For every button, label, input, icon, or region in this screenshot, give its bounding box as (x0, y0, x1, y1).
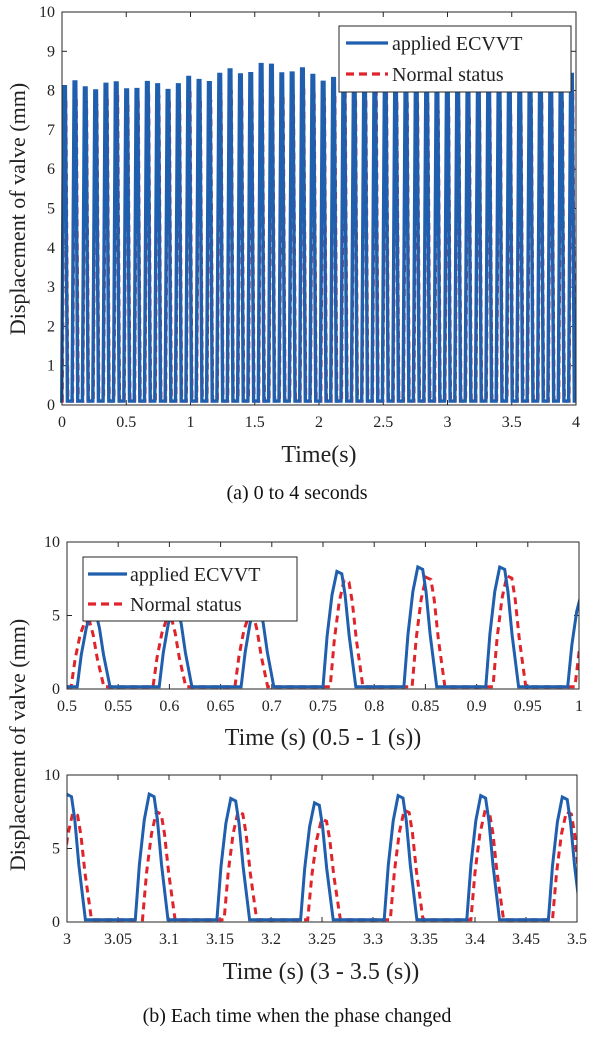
chart-a-ytick-label: 2 (47, 318, 55, 335)
chart-b1-ytick-label: 5 (52, 608, 60, 625)
chart-b1-xtick-label: 0.9 (467, 698, 487, 715)
chart-b1-frame (66, 541, 580, 690)
chart-a-ytick-label: 3 (47, 279, 55, 296)
chart-b2-ytick-label: 0 (52, 914, 60, 931)
chart-a-xtick-label: 3 (444, 414, 452, 431)
shared-ylabel: Displacement of valve (mm) (5, 619, 30, 871)
chart-a-xtick-label: 1.5 (245, 414, 265, 431)
chart-a-xtick-label: 4 (572, 414, 580, 431)
chart-b1-xtick-label: 0.5 (57, 698, 77, 715)
chart-b1-xtick-label: 0.75 (309, 698, 337, 715)
chart-b2-ytick-label: 10 (44, 767, 60, 784)
chart-b1-xtick-label: 0.85 (411, 698, 439, 715)
chart-b1-xtick-label: 0.95 (514, 698, 542, 715)
chart-a-ytick-label: 7 (47, 122, 55, 139)
chart-b1-series (67, 564, 579, 689)
chart-a-legend-label-ecvvt: applied ECVVT (392, 33, 523, 55)
chart-a-xtick-label: 0 (58, 414, 66, 431)
chart-a-xtick-label: 2 (315, 414, 323, 431)
chart-a-xtick-label: 3.5 (502, 414, 522, 431)
chart-b1-xtick-label: 0.8 (364, 698, 384, 715)
chart-a: 0 0.5 1 1.5 2 2.5 3 3.5 4 0 1 2 3 4 5 6 7 8 9 10 applied EC… (5, 4, 580, 468)
chart-b1: 0.5 0.55 0.6 0.65 0.7 0.75 0.8 0.85 0.9 0.95 10510… (44, 534, 583, 751)
chart-a-series (59, 62, 577, 403)
chart-a-ytick-label: 9 (47, 43, 55, 60)
chart-a-ytick-label: 5 (47, 201, 55, 218)
chart-b1-xtick-label: 0.65 (207, 698, 235, 715)
chart-b1-legend-label-normal: Normal status (130, 594, 242, 616)
chart-b1-legend-box (82, 556, 298, 622)
chart-b2-xtick-label: 3.35 (410, 931, 438, 948)
chart-b2-xlabel: Time (s) (3 - 3.5 (s)) (223, 959, 419, 985)
chart-b2-xtick-label: 3.5 (567, 931, 587, 948)
chart-a-xtick-label: 1 (187, 414, 195, 431)
chart-a-ytick-label: 0 (47, 397, 55, 414)
chart-a-xtick-label: 2.5 (373, 414, 393, 431)
chart-a-ytick-label: 6 (47, 161, 55, 178)
chart-b1-xtick-label: 0.7 (262, 698, 282, 715)
chart-b2-xtick-label: 3.1 (159, 931, 179, 948)
chart-b2-xtick-label: 3.45 (512, 931, 540, 948)
chart-a-xlabel: Time(s) (281, 442, 356, 468)
caption-a: (a) 0 to 4 seconds (226, 482, 368, 504)
chart-b1-xtick-label: 1 (575, 698, 583, 715)
chart-b2-xtick-label: 3.25 (308, 931, 336, 948)
chart-a-xtick-label: 0.5 (116, 414, 136, 431)
series-ecvvt-line (67, 791, 577, 922)
series-ecvvt-line (67, 564, 579, 689)
chart-a-ytick-label: 10 (39, 4, 55, 21)
chart-a-ytick-label: 4 (47, 240, 55, 257)
chart-a-ytick-label: 8 (47, 83, 55, 100)
chart-b2-frame (66, 774, 578, 923)
chart-a-ylabel: Displacement of valve (mm) (5, 83, 30, 335)
chart-b2-xtick-label: 3.4 (465, 931, 485, 948)
chart-b2-xtick-label: 3.3 (363, 931, 383, 948)
chart-b2-series (67, 791, 577, 922)
series-normal-line (67, 808, 577, 922)
chart-b1-legend-label-ecvvt: applied ECVVT (130, 564, 261, 586)
chart-b1-xtick-label: 0.6 (159, 698, 179, 715)
chart-a-ytick-label: 1 (47, 358, 55, 375)
chart-b2-xtick-label: 3.15 (206, 931, 234, 948)
series-normal-line (67, 573, 579, 689)
chart-b2-xtick-label: 3 (63, 931, 71, 948)
chart-b1-legend: applied ECVVT Normal status (82, 556, 298, 622)
chart-a-legend: applied ECVVT Normal status (338, 25, 572, 93)
chart-b2: 3 3.05 3.1 3.15 3.2 3.25 3.3 3.35 3.4 3.45 3.5 0 5 10… (44, 767, 587, 985)
chart-b2-ytick-label: 5 (52, 841, 60, 858)
chart-b2-xtick-label: 3.2 (261, 931, 281, 948)
chart-b2-xtick-label: 3.05 (104, 931, 132, 948)
caption-b: (b) Each time when the phase changed (142, 1005, 452, 1027)
chart-a-legend-box (338, 25, 572, 93)
chart-a-ticks: 0 0.5 1 1.5 2 2.5 3 3.5 4 0 1 2 3 4 5 6 7 8 9 10 (39, 4, 580, 431)
chart-b1-xlabel: Time (s) (0.5 - 1 (s)) (225, 725, 421, 751)
chart-b1-xtick-label: 0.55 (104, 698, 132, 715)
chart-b1-ytick-label: 10 (44, 534, 60, 551)
chart-a-legend-label-normal: Normal status (392, 64, 504, 86)
series-ecvvt-line (59, 62, 576, 403)
chart-b1-ytick-label: 0 (52, 681, 60, 698)
chart-a-frame (61, 11, 577, 406)
